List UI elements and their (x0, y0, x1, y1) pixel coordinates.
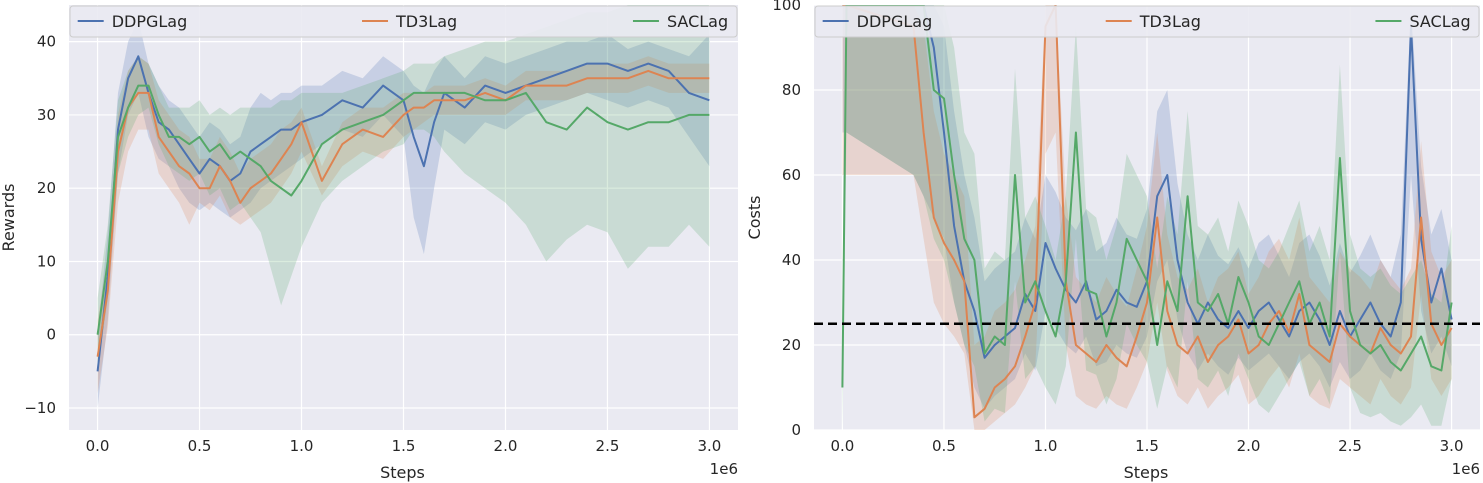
panel-1-group: 0.0 0.5 1.0 1.5 2.0 2.5 3.0 −10 0 10 20 30 40 Steps Re… (0, 5, 738, 482)
panel-1-band-td3lag (97, 56, 710, 394)
panel-1-legend: DDPGLag TD3Lag SACLag (69, 5, 738, 38)
panel-1-x-tick-label-0: 0.0 (86, 437, 110, 455)
panel-1-y-tick-label-4: 30 (37, 106, 56, 124)
panel-2-plot-area (814, 5, 1480, 430)
panel-1-x-tick-label-5: 2.5 (596, 437, 620, 455)
panel-2-line-saclag (841, 5, 1453, 388)
panel-2-x-axis-label: Steps (1124, 463, 1169, 482)
panel-1-y-axis-label: Rewards (0, 184, 18, 252)
panel-1-y-tick-label-2: 10 (37, 252, 56, 270)
panel-1-legend-label-td3lag: TD3Lag (395, 12, 457, 31)
panel-2-legend: DDPGLag TD3Lag SACLag (814, 5, 1480, 38)
panel-2-group: 0.0 0.5 1.0 1.5 2.0 2.5 3.0 0 20 40 60 80 100 Steps Co… (745, 0, 1480, 482)
panel-2-x-tick-label-0: 0.0 (830, 437, 854, 455)
panel-2-y-axis-label: Costs (745, 196, 764, 240)
panel-1-x-axis-label: Steps (380, 463, 425, 482)
panel-1-y-tick-label-3: 20 (37, 179, 56, 197)
panel-2-y-tick-label-2: 40 (782, 251, 801, 269)
panel-1-x-tick-label-1: 0.5 (188, 437, 212, 455)
panel-1-legend-box (69, 5, 738, 38)
panel-2-legend-box (814, 5, 1480, 38)
panel-2-x-tick-label-3: 1.5 (1135, 437, 1159, 455)
panel-1-x-tick-label-4: 2.0 (494, 437, 518, 455)
panel-2-x-tick-label-6: 3.0 (1440, 437, 1464, 455)
panel-2-x-multiplier: 1e6 (1452, 460, 1480, 478)
panel-1-line-ddpglag (96, 55, 710, 372)
panel-2-legend-label-saclag: SACLag (1409, 12, 1470, 31)
panel-1-legend-label-saclag: SACLag (667, 12, 728, 31)
panel-2-y-tick-label-4: 80 (782, 81, 801, 99)
panel-1-y-tick-label-5: 40 (37, 33, 56, 51)
panel-1-y-tick-label-1: 0 (46, 326, 56, 344)
panel-1-plot-area (96, 5, 710, 408)
panel-1-legend-label-ddpglag: DDPGLag (112, 12, 188, 31)
panel-2-y-tick-label-5: 100 (772, 0, 801, 14)
panel-1-band-saclag (97, 5, 710, 372)
panel-2-x-tick-label-2: 1.0 (1034, 437, 1058, 455)
panel-1-x-tick-label-6: 3.0 (698, 437, 722, 455)
panel-2-band-ddpglag (842, 5, 1452, 409)
panel-2-line-td3lag (842, 5, 1453, 419)
panel-1-line-saclag (96, 84, 710, 335)
panel-2-x-tick-label-1: 0.5 (932, 437, 956, 455)
panel-1-x-tick-label-2: 1.0 (290, 437, 314, 455)
panel-2-y-tick-label-0: 0 (791, 421, 801, 439)
panel-1-x-tick-label-3: 1.5 (392, 437, 416, 455)
panel-2-x-tick-label-4: 2.0 (1237, 437, 1261, 455)
panel-2-legend-label-ddpglag: DDPGLag (857, 12, 933, 31)
panel-1-x-multiplier: 1e6 (710, 460, 738, 478)
panel-2-x-tick-label-5: 2.5 (1338, 437, 1362, 455)
panel-1-line-td3lag (96, 69, 710, 357)
panel-1-band-ddpglag (97, 19, 710, 408)
panel-2-line-ddpglag (842, 5, 1453, 359)
panel-2-band-saclag (842, 5, 1452, 430)
panel-2-legend-label-td3lag: TD3Lag (1139, 12, 1201, 31)
panel-2-band-td3lag (842, 5, 1452, 430)
panel-2-y-tick-label-3: 60 (782, 166, 801, 184)
panel-2-y-tick-label-1: 20 (782, 336, 801, 354)
panel-1-y-tick-label-0: −10 (24, 399, 56, 417)
